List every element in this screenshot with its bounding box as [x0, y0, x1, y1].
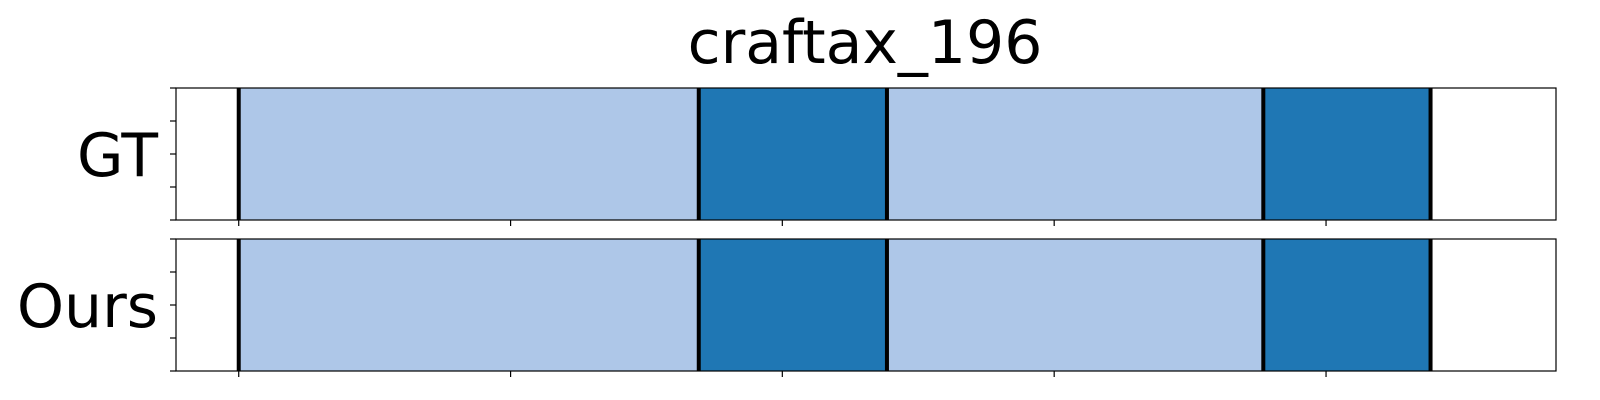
row-label-gt: GT	[77, 121, 158, 191]
segment-gt-3	[1263, 88, 1431, 220]
chart-rows: GT Ours	[17, 87, 1557, 377]
segment-gt-0	[238, 88, 699, 220]
segment-ours-2	[886, 239, 1264, 371]
segment-gt-1	[698, 88, 887, 220]
row-gt: GT	[77, 87, 1557, 226]
segment-ours-3	[1263, 239, 1431, 371]
segment-ours-0	[238, 239, 699, 371]
row-ours: Ours	[17, 238, 1557, 377]
chart-title: craftax_196	[688, 8, 1043, 78]
row-label-ours: Ours	[17, 272, 158, 342]
segment-ours-1	[698, 239, 887, 371]
segment-gt-2	[886, 88, 1264, 220]
